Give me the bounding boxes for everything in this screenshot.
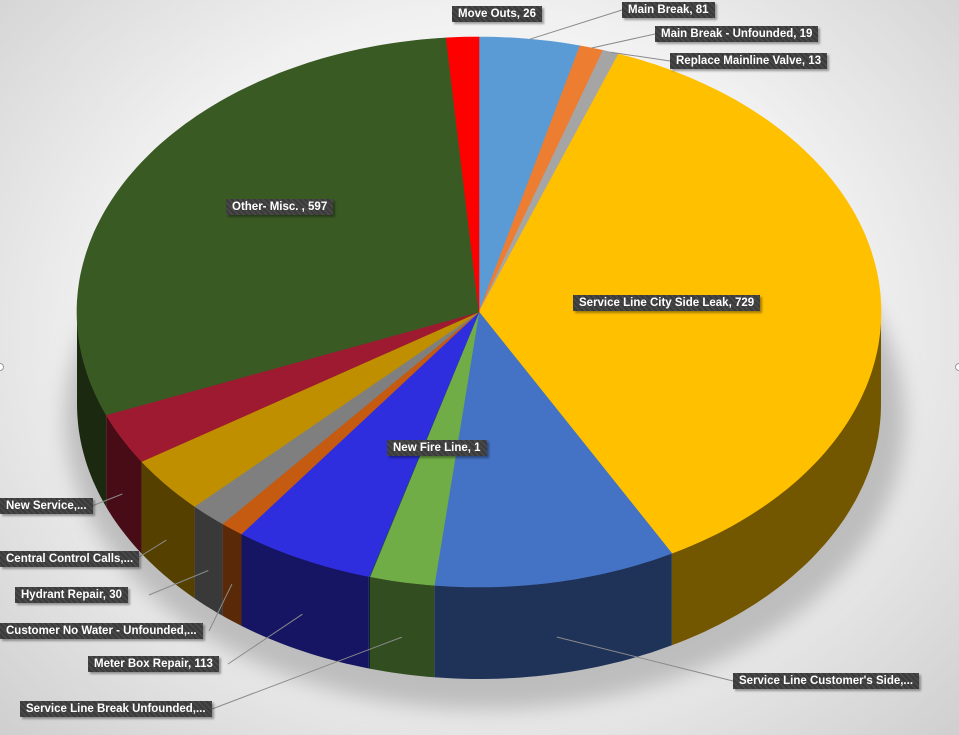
pie-slice-main-break — [478, 36, 581, 313]
pie-side-service-line-break-unfounded — [370, 576, 435, 678]
pie-slice-other-misc — [76, 37, 480, 416]
data-label-main-break-unfounded: Main Break - Unfounded, 19 — [655, 26, 819, 42]
data-label-new-service: New Service,... — [0, 498, 93, 514]
data-label-other-misc: Other- Misc. , 597 — [226, 199, 334, 215]
data-label-main-break: Main Break, 81 — [622, 2, 715, 18]
pie-side-hydrant-repair — [194, 506, 223, 616]
data-label-service-line-city-side-leak: Service Line City Side Leak, 729 — [573, 295, 761, 311]
pie-side-service-line-city-side-leak — [671, 312, 881, 646]
leader-line-service-line-customer-s-side — [556, 636, 734, 682]
data-label-hydrant-repair: Hydrant Repair, 30 — [15, 587, 128, 603]
data-label-move-outs: Move Outs, 26 — [452, 6, 542, 22]
data-label-meter-box-repair: Meter Box Repair, 113 — [88, 656, 219, 672]
data-label-customer-no-water-unfounded: Customer No Water - Unfounded,... — [0, 623, 203, 639]
leader-line-customer-no-water-unfounded — [208, 583, 233, 632]
pie-side-meter-box-repair — [241, 533, 369, 669]
pie-side-service-line-customer-s-side — [434, 553, 672, 679]
leader-line-central-control-calls — [135, 539, 167, 560]
pie-slice-new-service — [105, 311, 480, 462]
pie-side-new-service — [106, 414, 142, 554]
data-label-central-control-calls: Central Control Calls,... — [0, 551, 140, 567]
leader-lines — [91, 9, 734, 710]
pie-slice-meter-box-repair — [240, 311, 480, 577]
pie-side-customer-no-water-unfounded — [222, 523, 242, 626]
data-label-replace-mainline-valve: Replace Mainline Valve, 13 — [670, 53, 828, 69]
pie-side-new-fire-line — [368, 576, 370, 669]
leader-line-hydrant-repair — [148, 570, 209, 596]
data-label-new-fire-line: New Fire Line, 1 — [387, 440, 487, 456]
pie-sides — [77, 312, 881, 679]
chart-resize-handle-right[interactable] — [955, 363, 959, 371]
pie-slice-central-control-calls — [141, 311, 480, 507]
pie-slice-move-outs — [445, 36, 480, 313]
leader-line-meter-box-repair — [227, 613, 303, 665]
leader-line-replace-mainline-valve — [610, 51, 671, 62]
pie-side-central-control-calls — [141, 461, 195, 599]
leader-line-new-service — [91, 493, 123, 507]
pie-top — [76, 36, 882, 588]
pie-slice-service-line-customer-s-side — [433, 311, 673, 588]
data-label-service-line-customers-side: Service Line Customer's Side,... — [733, 673, 920, 689]
leader-line-main-break-unfounded — [591, 33, 656, 49]
leader-line-main-break — [529, 9, 623, 40]
pie-side-other-misc — [77, 312, 107, 507]
pie-slice-hydrant-repair — [194, 311, 480, 525]
leader-line-service-line-break-unfounded — [211, 636, 403, 710]
data-label-service-line-break-unfounded: Service Line Break Unfounded,... — [20, 701, 212, 717]
